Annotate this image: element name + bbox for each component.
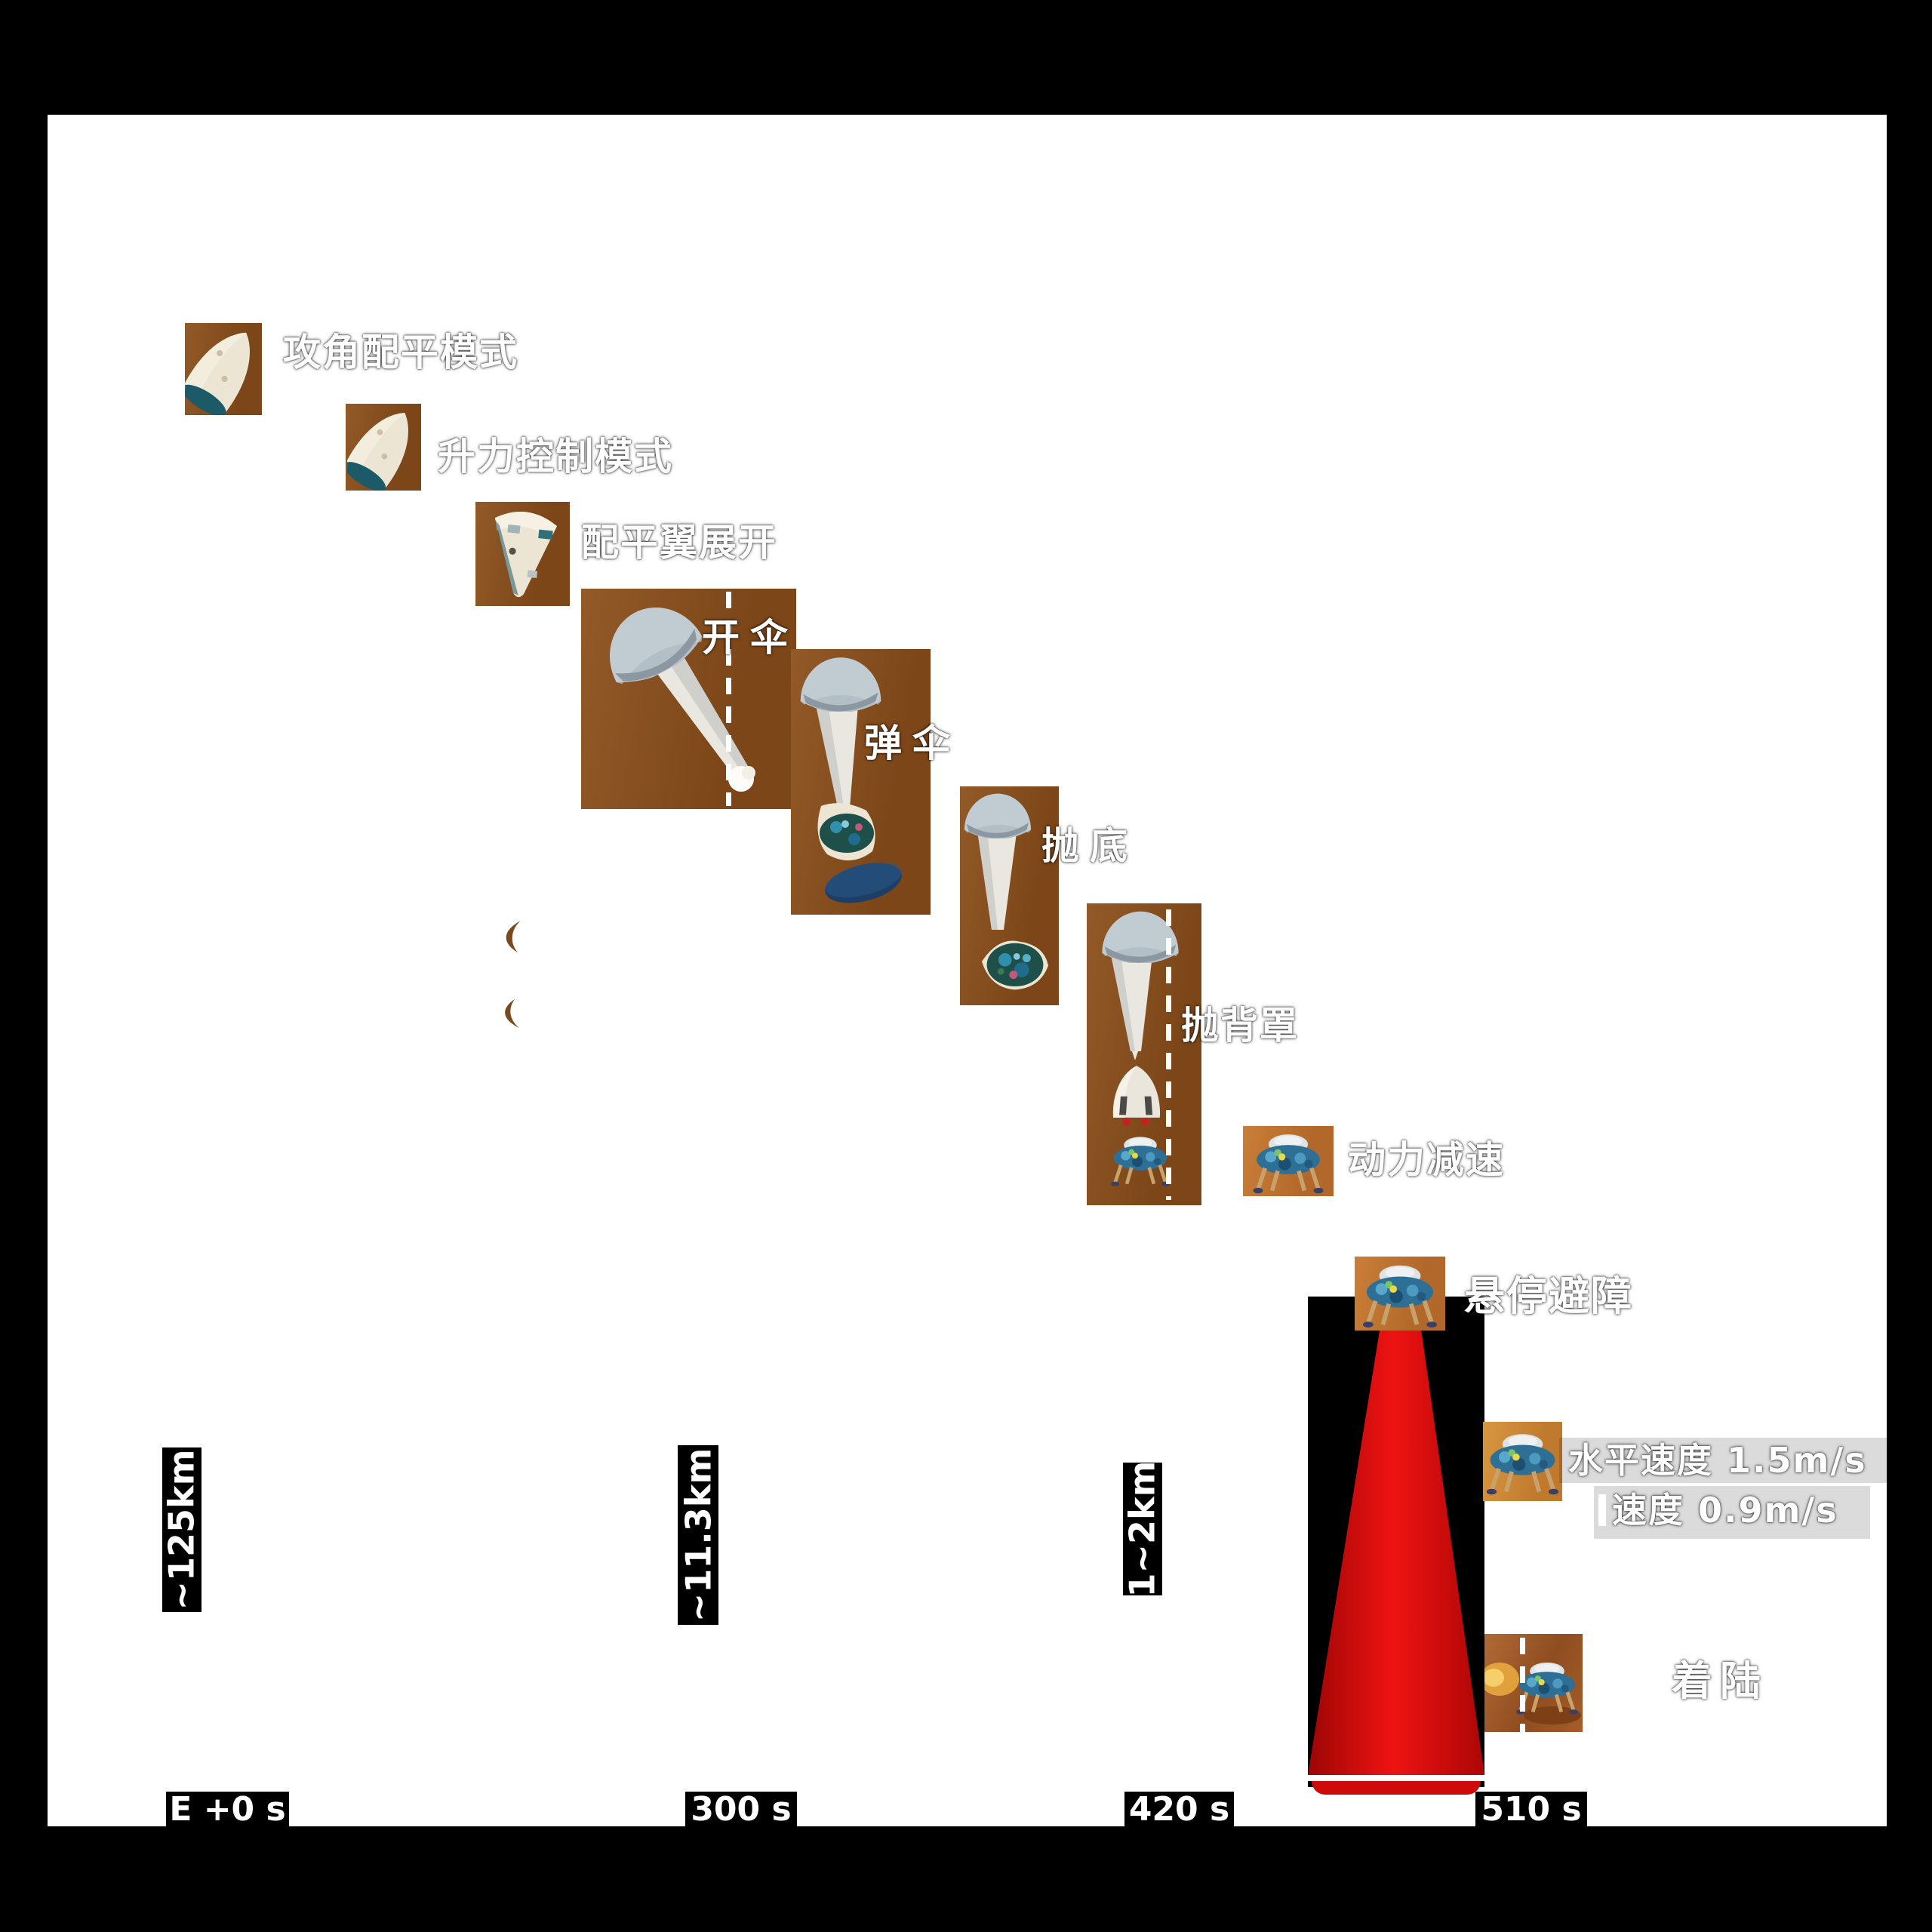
stage-label-backshell-jettison: 抛背罩 [1181,1004,1299,1048]
lander-on-surface-icon [1484,1634,1581,1724]
parachute-deploy-dashed-line [726,592,731,806]
velocity-lander-tile [1483,1422,1562,1501]
powered-descent-tile [1243,1126,1334,1196]
stage-label-aoa-trim: 攻角配平模式 [283,331,518,374]
velocity-band-1 [1559,1438,1887,1483]
stage-label-trim-wing: 配平翼展开 [581,521,777,565]
velocity-band-2 [1594,1486,1870,1539]
lander-icon [1483,1422,1562,1501]
entry-capsule-icon [185,323,262,415]
entry-capsule-nose-down-icon [475,502,570,606]
touchdown-tile [1484,1634,1583,1732]
stage-label-touchdown: 着陆 [1672,1657,1768,1705]
stage-label-hover: 悬停避障 [1464,1272,1633,1320]
altitude-marker-125km: ~125km [162,1447,202,1612]
backshell-jettison-dashed-line [1166,909,1171,1200]
aoa-trim-tile [185,323,262,415]
stage-label-parachute-deploy: 开伞 [702,616,798,660]
entry-capsule-icon [346,404,421,491]
vertical-velocity-label: 速度 0.9m/s [1612,1490,1838,1531]
horizontal-velocity-label: 水平速度 1.5m/s [1568,1440,1867,1481]
stage-label-parachute-eject: 弹伞 [864,721,961,765]
stage-label-powered-descent: 动力减速 [1348,1138,1505,1182]
lander-icon [1355,1257,1445,1331]
hover-tile [1355,1257,1445,1331]
heatshield-jettison-tile [960,786,1059,1005]
time-marker-510s: 510 s [1475,1790,1587,1829]
altitude-marker-1-2km: 1~2km [1122,1460,1163,1598]
parachute-capsule-heatshield-icon [800,657,902,903]
time-marker-e0: E +0 s [166,1790,289,1829]
touchdown-dashed-line [1520,1638,1525,1805]
parachute-capsule-heatshield-icon [964,793,1048,990]
trim-wing-tile [475,502,570,606]
plume-ground-line [1308,1775,1484,1781]
stage-label-lift-control: 升力控制模式 [438,435,673,478]
altitude-marker-11-3km: ~11.3km [678,1445,718,1625]
time-marker-420s: 420 s [1124,1790,1234,1829]
clipped-glyph-fragment [1598,1494,1606,1526]
backshell-jettison-tile [1087,903,1201,1205]
crescent-artifact [505,921,521,1028]
lander-icon [1243,1126,1334,1196]
lift-control-tile [346,404,421,491]
parachute-backshell-lander-icon [1102,911,1179,1205]
time-marker-300s: 300 s [685,1790,797,1829]
parachute-deploy-tile [581,589,796,809]
plume-foot [1312,1781,1481,1795]
parachute-eject-tile [791,649,931,915]
stage-label-heatshield-jettison: 抛底 [1041,824,1138,868]
